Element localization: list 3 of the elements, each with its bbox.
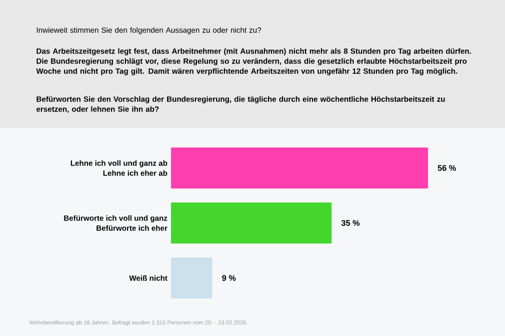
data-label: 56 % [438, 165, 456, 171]
data-label: 9 % [222, 275, 236, 281]
data-label: 35 % [341, 220, 360, 226]
